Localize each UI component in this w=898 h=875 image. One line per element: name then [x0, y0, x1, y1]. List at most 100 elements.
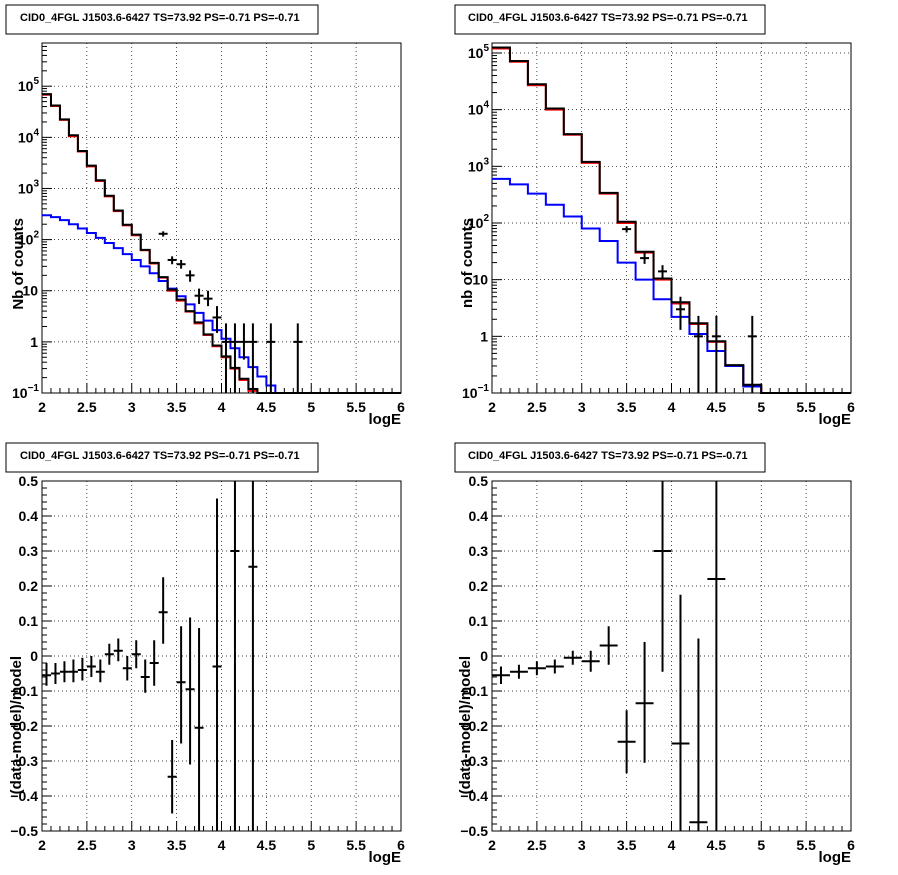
y-tick-label: 0.5 — [19, 473, 39, 489]
data-point — [230, 481, 240, 831]
data-point — [248, 323, 258, 393]
y-tick-label: −0.5 — [460, 823, 488, 839]
data-point — [492, 666, 510, 684]
x-tick-label: 2 — [38, 837, 46, 853]
chart-panel-2: CID0_4FGL J1503.6-6427 TS=73.92 PS=-0.71… — [454, 4, 855, 428]
x-tick-label: 2 — [488, 837, 496, 853]
data-point — [50, 663, 60, 684]
y-axis-label: (data-model)/model — [457, 656, 474, 794]
data-point — [131, 640, 141, 669]
data-point — [194, 288, 204, 305]
x-tick-label: 2.5 — [527, 399, 547, 415]
chart-panel-4: CID0_4FGL J1503.6-6427 TS=73.92 PS=-0.71… — [454, 442, 855, 866]
data-point — [185, 270, 195, 282]
x-axis-label: logE — [819, 411, 852, 428]
series-line-3 — [42, 93, 401, 394]
series-line-3 — [492, 46, 851, 394]
data-point — [599, 626, 618, 665]
data-point — [212, 306, 222, 333]
data-point — [622, 226, 632, 233]
data-point — [42, 663, 51, 686]
data-point — [266, 323, 276, 393]
x-tick-label: 3.5 — [617, 399, 637, 415]
y-tick-label: 1 — [480, 328, 488, 344]
chart-title: CID0_4FGL J1503.6-6427 TS=73.92 PS=-0.71… — [20, 450, 300, 462]
data-point — [653, 481, 672, 672]
y-tick-label: 0.3 — [469, 543, 489, 559]
x-tick-label: 3.5 — [167, 399, 187, 415]
x-tick-label: 5 — [307, 399, 315, 415]
y-tick-label: 0 — [480, 648, 488, 664]
data-points — [42, 481, 258, 831]
y-tick-label: −0.5 — [10, 823, 38, 839]
data-point — [77, 657, 87, 681]
data-point — [675, 296, 685, 330]
x-tick-label: 5.5 — [796, 399, 816, 415]
y-tick-label: 0 — [30, 648, 38, 664]
x-tick-label: 6 — [397, 837, 405, 853]
y-tick-label: 105 — [468, 43, 490, 61]
x-tick-label: 3 — [128, 399, 136, 415]
data-point — [747, 315, 757, 393]
y-tick-label: −0.4 — [10, 788, 38, 804]
data-points — [622, 226, 757, 393]
chart-title: CID0_4FGL J1503.6-6427 TS=73.92 PS=-0.71… — [20, 12, 300, 24]
data-points — [492, 481, 726, 831]
data-point — [185, 617, 195, 765]
x-tick-label: 4 — [218, 837, 226, 853]
y-tick-label: 103 — [18, 178, 40, 196]
data-point — [113, 638, 123, 662]
data-point — [509, 664, 528, 679]
title-box — [454, 442, 766, 473]
x-tick-label: 4 — [218, 399, 226, 415]
x-tick-label: 4.5 — [257, 837, 277, 853]
data-point — [176, 259, 186, 269]
data-point — [581, 650, 600, 672]
y-tick-label: −0.3 — [10, 753, 38, 769]
y-tick-label: 105 — [18, 76, 40, 94]
data-point — [176, 626, 186, 744]
data-point — [711, 315, 721, 393]
x-tick-label: 4.5 — [707, 399, 727, 415]
data-point — [689, 638, 708, 831]
y-axis-label: nb of counts — [459, 218, 476, 308]
y-axis-label: Nb of counts — [10, 218, 27, 310]
data-point — [658, 265, 668, 280]
chart-panel-1: CID0_4FGL J1503.6-6427 TS=73.92 PS=-0.71… — [5, 4, 405, 428]
data-point — [122, 656, 132, 681]
x-tick-label: 2.5 — [77, 837, 97, 853]
y-tick-label: 0.4 — [469, 508, 489, 524]
data-point — [149, 640, 159, 686]
title-box — [5, 442, 319, 473]
data-point — [693, 315, 703, 393]
y-tick-label: 102 — [18, 230, 40, 248]
data-point — [86, 656, 96, 677]
x-tick-label: 2 — [488, 399, 496, 415]
y-tick-label: −0.2 — [460, 718, 488, 734]
x-tick-label: 6 — [847, 399, 855, 415]
y-tick-label: −0.1 — [460, 683, 488, 699]
data-point — [545, 659, 564, 674]
y-tick-label: 10−1 — [462, 383, 489, 401]
y-tick-label: 104 — [18, 127, 40, 145]
y-tick-label: 102 — [468, 213, 490, 231]
y-tick-label: 0.1 — [19, 613, 39, 629]
data-point — [293, 323, 303, 393]
data-point — [221, 323, 231, 393]
x-tick-label: 6 — [847, 837, 855, 853]
y-axis-label: (data-model)/model — [8, 656, 25, 794]
title-box — [454, 4, 766, 35]
data-point — [167, 740, 177, 814]
data-point — [230, 323, 240, 393]
x-tick-label: 4 — [668, 837, 676, 853]
y-tick-label: −0.4 — [460, 788, 488, 804]
data-point — [640, 252, 650, 264]
data-point — [617, 710, 636, 774]
x-tick-label: 5.5 — [796, 837, 816, 853]
x-tick-label: 2 — [38, 399, 46, 415]
data-point — [212, 498, 222, 831]
x-tick-label: 3 — [578, 399, 586, 415]
y-tick-label: −0.1 — [10, 683, 38, 699]
